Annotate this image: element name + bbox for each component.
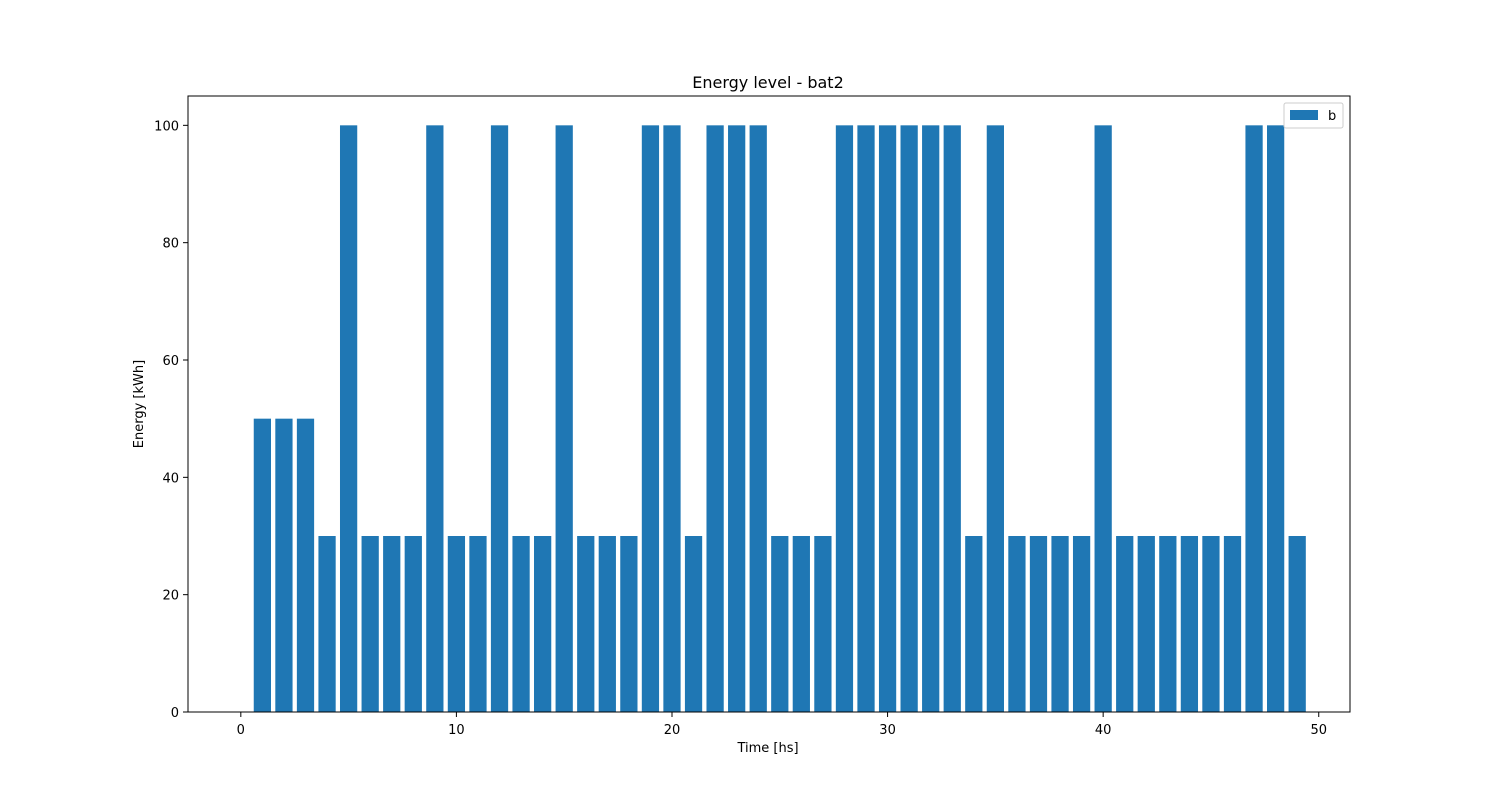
x-tick-label: 30	[879, 723, 896, 738]
bar	[1029, 536, 1048, 712]
x-axis-label: Time [hs]	[736, 741, 798, 756]
bar	[598, 536, 616, 712]
bar	[857, 125, 875, 712]
bar	[749, 125, 767, 712]
bar	[1116, 536, 1134, 712]
bar	[1159, 536, 1177, 712]
bar	[1267, 125, 1285, 712]
bar	[900, 125, 918, 712]
x-tick-label: 50	[1310, 723, 1327, 738]
bar	[555, 125, 573, 712]
bar	[1008, 536, 1026, 712]
bar	[986, 125, 1004, 712]
y-tick-label: 20	[162, 589, 179, 604]
bar	[922, 125, 940, 712]
x-tick-label: 20	[664, 723, 681, 738]
x-tick-label: 40	[1095, 723, 1112, 738]
bar	[965, 536, 983, 712]
bar	[1180, 536, 1199, 712]
y-tick-label: 0	[171, 706, 179, 721]
legend-swatch	[1290, 110, 1318, 120]
y-axis-ticks: 0 20 40 60 80 100	[154, 119, 188, 721]
chart-title: Energy level - bat2	[692, 73, 844, 92]
legend-label: b	[1328, 109, 1336, 124]
bar	[1094, 125, 1112, 712]
bar	[426, 125, 444, 712]
bar	[814, 536, 832, 712]
bar	[728, 125, 746, 712]
y-tick-label: 40	[162, 471, 179, 486]
bar	[296, 418, 315, 712]
bar	[1245, 125, 1263, 712]
bar	[1202, 536, 1220, 712]
bar	[620, 536, 638, 712]
bar	[1137, 536, 1155, 712]
bar	[339, 125, 358, 712]
y-tick-label: 60	[162, 354, 179, 369]
bar	[318, 536, 336, 712]
bar	[641, 125, 660, 712]
bar	[771, 536, 789, 712]
bar	[469, 536, 487, 712]
bar	[512, 536, 530, 712]
bars-group	[253, 125, 1306, 712]
legend: b	[1283, 102, 1344, 129]
bar	[404, 536, 422, 712]
bar	[792, 536, 810, 712]
y-axis-label: Energy [kWh]	[132, 360, 147, 448]
bar	[361, 536, 379, 712]
bar	[383, 536, 401, 712]
y-tick-label: 100	[154, 119, 179, 134]
bar	[577, 536, 595, 712]
bar	[835, 125, 854, 712]
x-tick-label: 10	[448, 723, 465, 738]
bar	[275, 418, 293, 712]
bar	[447, 536, 466, 712]
bar	[706, 125, 724, 712]
bar	[1072, 536, 1091, 712]
bar	[663, 125, 681, 712]
bar	[1288, 536, 1306, 712]
plot-frame	[187, 95, 1351, 713]
bar	[253, 418, 271, 712]
x-axis-ticks: 0 10 20 30 40 50	[237, 712, 1327, 738]
bar	[534, 536, 552, 712]
x-tick-label: 0	[237, 723, 245, 738]
bar	[490, 125, 509, 712]
bar	[943, 125, 961, 712]
bar	[1051, 536, 1069, 712]
bar	[684, 536, 703, 712]
bar	[878, 125, 897, 712]
y-tick-label: 80	[162, 237, 179, 252]
bar	[1223, 536, 1242, 712]
